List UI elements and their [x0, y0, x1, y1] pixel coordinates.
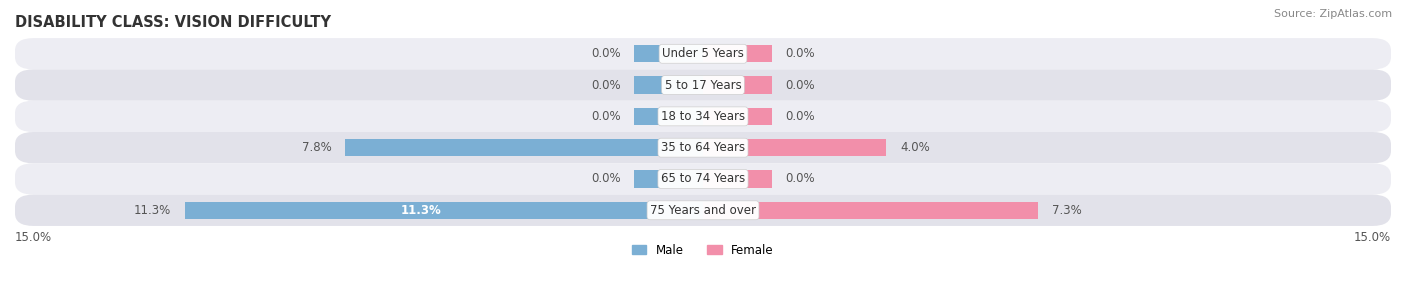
Text: 18 to 34 Years: 18 to 34 Years: [661, 110, 745, 123]
Text: 35 to 64 Years: 35 to 64 Years: [661, 141, 745, 154]
Text: 75 Years and over: 75 Years and over: [650, 204, 756, 217]
FancyBboxPatch shape: [15, 70, 1391, 101]
Text: 5 to 17 Years: 5 to 17 Years: [665, 79, 741, 92]
Text: 11.3%: 11.3%: [134, 204, 172, 217]
Text: 0.0%: 0.0%: [591, 47, 620, 60]
Text: DISABILITY CLASS: VISION DIFFICULTY: DISABILITY CLASS: VISION DIFFICULTY: [15, 15, 330, 30]
Bar: [634, 77, 703, 94]
Text: 0.0%: 0.0%: [786, 79, 815, 92]
Bar: [703, 202, 1038, 219]
Text: 65 to 74 Years: 65 to 74 Years: [661, 173, 745, 185]
FancyBboxPatch shape: [15, 132, 1391, 163]
Text: 7.8%: 7.8%: [302, 141, 332, 154]
Bar: [184, 202, 703, 219]
Bar: [346, 139, 703, 156]
Text: 0.0%: 0.0%: [786, 47, 815, 60]
Bar: [703, 108, 772, 125]
Text: 11.3%: 11.3%: [401, 204, 441, 217]
FancyBboxPatch shape: [15, 195, 1391, 226]
Text: Under 5 Years: Under 5 Years: [662, 47, 744, 60]
Bar: [703, 139, 886, 156]
Bar: [703, 77, 772, 94]
Text: 15.0%: 15.0%: [1354, 231, 1391, 244]
FancyBboxPatch shape: [15, 101, 1391, 132]
Bar: [703, 45, 772, 62]
Text: 0.0%: 0.0%: [591, 173, 620, 185]
Text: 0.0%: 0.0%: [786, 110, 815, 123]
Legend: Male, Female: Male, Female: [627, 239, 779, 261]
FancyBboxPatch shape: [15, 163, 1391, 195]
Text: 0.0%: 0.0%: [591, 110, 620, 123]
Text: Source: ZipAtlas.com: Source: ZipAtlas.com: [1274, 9, 1392, 19]
Text: 4.0%: 4.0%: [900, 141, 929, 154]
Text: 15.0%: 15.0%: [15, 231, 52, 244]
Bar: [634, 45, 703, 62]
FancyBboxPatch shape: [15, 38, 1391, 70]
Bar: [634, 170, 703, 188]
Text: 7.3%: 7.3%: [1052, 204, 1081, 217]
Bar: [634, 108, 703, 125]
Text: 0.0%: 0.0%: [591, 79, 620, 92]
Bar: [703, 170, 772, 188]
Text: 0.0%: 0.0%: [786, 173, 815, 185]
